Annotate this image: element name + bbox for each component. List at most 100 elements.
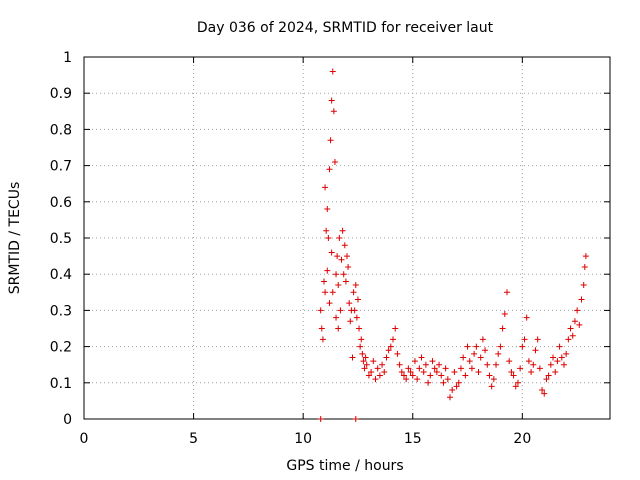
data-point xyxy=(466,358,473,365)
x-axis-label: GPS time / hours xyxy=(286,458,403,474)
data-point xyxy=(442,365,449,372)
data-point xyxy=(331,158,338,165)
data-point xyxy=(455,379,462,386)
data-point xyxy=(486,372,493,379)
data-point xyxy=(403,376,410,383)
data-point xyxy=(327,137,334,144)
data-point xyxy=(352,282,359,289)
data-point xyxy=(449,387,456,394)
data-point xyxy=(329,289,336,296)
data-point xyxy=(563,350,570,357)
data-point xyxy=(341,242,348,249)
data-point xyxy=(552,368,559,375)
data-point xyxy=(429,358,436,365)
chart-title: Day 036 of 2024, SRMTID for receiver lau… xyxy=(197,20,494,36)
data-point xyxy=(468,365,475,372)
data-point xyxy=(462,372,469,379)
x-axis: 0 5 10 15 20 xyxy=(80,57,531,447)
y-axis: 0 0.1 0.2 0.3 0.4 0.5 0.6 0.7 0.8 0.9 1 xyxy=(50,50,610,428)
data-point xyxy=(567,325,574,332)
data-point xyxy=(345,263,352,270)
data-point xyxy=(550,354,557,361)
data-point xyxy=(488,383,495,390)
data-point xyxy=(322,184,329,191)
data-point xyxy=(460,354,467,361)
data-point xyxy=(510,372,517,379)
data-point xyxy=(360,358,367,365)
data-point xyxy=(440,379,447,386)
x-tick-label: 10 xyxy=(294,431,312,447)
data-point xyxy=(571,318,578,325)
data-point xyxy=(349,354,356,361)
data-point xyxy=(436,361,443,368)
data-point xyxy=(338,256,345,263)
data-point xyxy=(556,343,563,350)
data-point xyxy=(325,235,332,241)
data-point xyxy=(326,166,333,173)
data-point xyxy=(328,97,335,104)
data-point xyxy=(335,325,342,332)
data-point xyxy=(569,332,576,339)
data-point xyxy=(517,365,524,372)
data-point xyxy=(394,350,401,357)
data-point xyxy=(409,372,416,379)
data-point xyxy=(447,394,454,401)
data-point xyxy=(473,343,480,350)
data-point xyxy=(574,307,581,314)
data-point xyxy=(543,376,550,383)
data-point xyxy=(411,358,418,365)
data-point xyxy=(464,343,471,350)
data-point xyxy=(379,361,386,368)
data-point xyxy=(427,372,434,379)
data-point xyxy=(365,372,372,379)
data-point xyxy=(558,354,565,361)
data-point xyxy=(392,325,399,332)
data-point xyxy=(528,368,535,375)
data-point xyxy=(506,358,513,365)
data-point xyxy=(416,365,423,372)
data-point xyxy=(523,314,530,321)
data-point xyxy=(324,267,331,274)
y-tick-label: 0.9 xyxy=(50,86,72,102)
data-point xyxy=(501,311,508,318)
data-point xyxy=(541,390,548,397)
data-point xyxy=(514,379,521,386)
data-point xyxy=(475,368,482,375)
data-point xyxy=(385,347,392,354)
data-point xyxy=(503,289,510,296)
y-axis-label: SRMTID / TECUs xyxy=(7,182,23,295)
data-point xyxy=(387,343,394,350)
data-point xyxy=(407,368,414,375)
data-point xyxy=(530,361,537,368)
data-point xyxy=(497,343,504,350)
data-point xyxy=(457,365,464,372)
data-point xyxy=(521,336,528,343)
data-point xyxy=(532,347,539,354)
data-point xyxy=(418,354,425,361)
data-point xyxy=(398,368,405,375)
data-point xyxy=(358,336,365,343)
data-point xyxy=(525,358,532,365)
data-point xyxy=(376,372,383,379)
data-point xyxy=(400,372,407,379)
data-point xyxy=(352,416,359,422)
data-point xyxy=(438,372,445,379)
y-tick-label: 0.6 xyxy=(50,195,72,211)
y-tick-label: 0.7 xyxy=(50,159,72,175)
data-point xyxy=(323,227,330,234)
y-tick-label: 0.2 xyxy=(50,340,72,356)
data-point xyxy=(534,336,541,343)
y-tick-label: 0.3 xyxy=(50,303,72,319)
data-point xyxy=(324,206,331,213)
data-point xyxy=(560,361,567,368)
data-point xyxy=(333,271,340,278)
data-point xyxy=(565,336,572,343)
x-tick-label: 0 xyxy=(80,431,89,447)
data-point xyxy=(484,361,491,368)
data-point xyxy=(362,354,369,361)
data-point xyxy=(317,416,324,422)
data-point xyxy=(581,263,588,270)
data-point xyxy=(578,296,585,303)
data-series xyxy=(317,68,589,422)
data-point xyxy=(554,358,561,365)
